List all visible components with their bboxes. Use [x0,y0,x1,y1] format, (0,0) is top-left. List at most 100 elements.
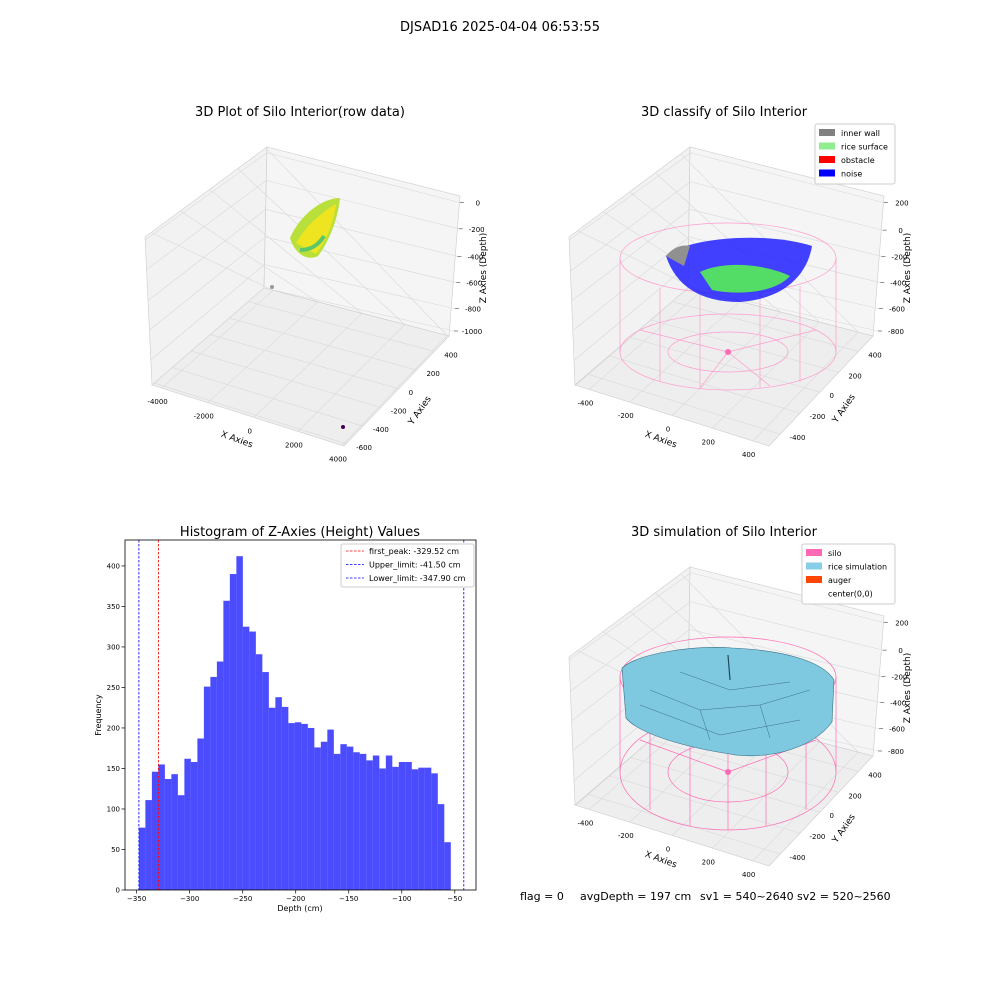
histogram-bar [158,764,165,890]
raw-x-tick-label: -4000 [147,398,167,406]
histogram-bar [164,779,172,890]
class-grid-line [629,301,741,403]
simulation-legend-swatch [806,562,822,570]
raw-grid-line [209,189,363,314]
class-x-tick-label: 0 [666,426,670,434]
raw-z-tick-label: -1000 [462,328,482,336]
simulation-rice-mesh [639,671,811,741]
raw-grid-line [248,301,435,352]
histogram-panel[interactable]: Histogram of Z-Axies (Height) Values −35… [94,525,477,913]
sim-grid-line [570,601,691,692]
histogram-bar [242,626,250,890]
raw-grid-line [180,210,318,303]
histogram-y-tick-label: 300 [107,643,120,651]
sim-z-tick-label: -200 [891,673,907,681]
raw-grid-line [297,324,405,432]
histogram-y-tick-label: 200 [107,724,120,732]
simulation-x-label: X Axies [643,850,678,871]
raw-z-label: Z Axies (Depth) [479,233,489,304]
simulation-legend-label: center(0,0) [828,590,873,599]
simulation-3d-title: 3D simulation of Silo Interior [631,525,818,540]
classify-legend-label: rice surface [841,143,888,152]
histogram-bar [437,804,445,890]
raw-y-tick-label: -200 [391,408,407,416]
raw-3d-title: 3D Plot of Silo Interior(row data) [195,105,405,120]
histogram-bar [210,676,217,890]
sim-grid-line [588,794,780,855]
class-grid-line [671,311,781,416]
classify-center-point [725,349,731,355]
classify-x-label: X Axies [643,430,678,451]
simulation-legend-label: auger [828,576,852,585]
classify-legend-label: inner wall [841,129,880,138]
classify-y-ticks: 400 200 0 -200 -400 [790,351,882,442]
sim-x-tick-label: 0 [666,846,670,854]
histogram-y-tick-label: 150 [107,765,120,773]
sim-z-tick-label: -600 [889,726,905,734]
raw-grid-line [144,152,268,241]
histogram-bar [236,556,243,890]
raw-grid-line [266,180,459,230]
simulation-legend-swatch [806,576,822,583]
class-y-tick-label: -400 [790,434,806,442]
raw-y-tick-label: -600 [356,444,372,452]
sim-grid-line [690,572,884,623]
raw-grid-line [146,180,267,270]
sim-x-tick-label: -400 [577,819,593,827]
classify-legend-frame [814,123,896,185]
histogram-bar [379,768,386,890]
histogram-bar [288,723,295,890]
raw-3d-panel[interactable]: 3D Plot of Silo Interior(row data) -4000… [144,105,489,463]
class-x-tick-label: 400 [742,451,755,459]
histogram-bar [171,774,178,890]
histogram-axes-frame [124,539,477,891]
raw-x-tick-label: -2000 [194,413,214,421]
histogram-bar [294,722,302,890]
histogram-bar [418,767,425,890]
class-x-tick-label: -200 [618,412,634,420]
raw-grid-line [253,313,363,418]
histogram-y-ticks: 0 50 100 150 200 250 300 350 400 [107,562,125,895]
histogram-bar [307,727,315,890]
simulation-x-ticks: -400 -200 0 200 400 [577,819,755,879]
raw-grid-line [191,350,381,408]
sim-z-tick-label: 200 [895,620,908,628]
class-grid-line [574,264,689,361]
classify-legend-label: noise [841,170,862,179]
class-grid-line [650,319,839,373]
class-y-tick-label: 400 [868,351,881,359]
class-grid-line [571,209,690,301]
histogram-legend-label: Lower_limit: -347.90 cm [369,574,466,583]
raw-x-tick-label: 4000 [329,455,347,463]
histogram-bar [398,761,406,890]
histogram-bar [314,747,321,890]
simulation-legend-label: silo [828,549,842,558]
class-grid-line [588,374,780,435]
class-z-tick-label: -600 [889,306,905,314]
raw-grid-line [207,301,318,403]
raw-grid-line [265,209,458,257]
class-grid-line [690,181,883,231]
sim-y-tick-label: 200 [848,792,861,800]
simulation-legend: silo rice simulation auger center(0,0) [801,543,896,605]
class-y-tick-label: -200 [810,413,826,421]
class-z-tick-label: -400 [890,280,906,288]
histogram-bar [327,729,334,890]
sim-grid-line [690,601,883,651]
simulation-3d-panel[interactable]: 3D simulation of Silo Interior -400 -200 0… [568,525,913,879]
raw-grid-line [172,367,363,427]
raw-grid-line [265,147,448,336]
histogram-bar [275,697,282,890]
histogram-bar [145,800,152,890]
class-grid-line [609,355,800,414]
histogram-bar [301,723,308,890]
histogram-bar [333,753,341,890]
classify-legend-swatch [819,156,835,163]
class-y-tick-label: 0 [829,392,833,400]
raw-z-tick-label: 0 [476,200,480,208]
histogram-y-tick-label: 350 [107,603,120,611]
status-line: flag = 0 avgDepth = 197 cm sv1 = 540~264… [520,890,891,903]
simulation-rice-surface [621,647,835,757]
sim-z-tick-label: 0 [898,647,902,655]
